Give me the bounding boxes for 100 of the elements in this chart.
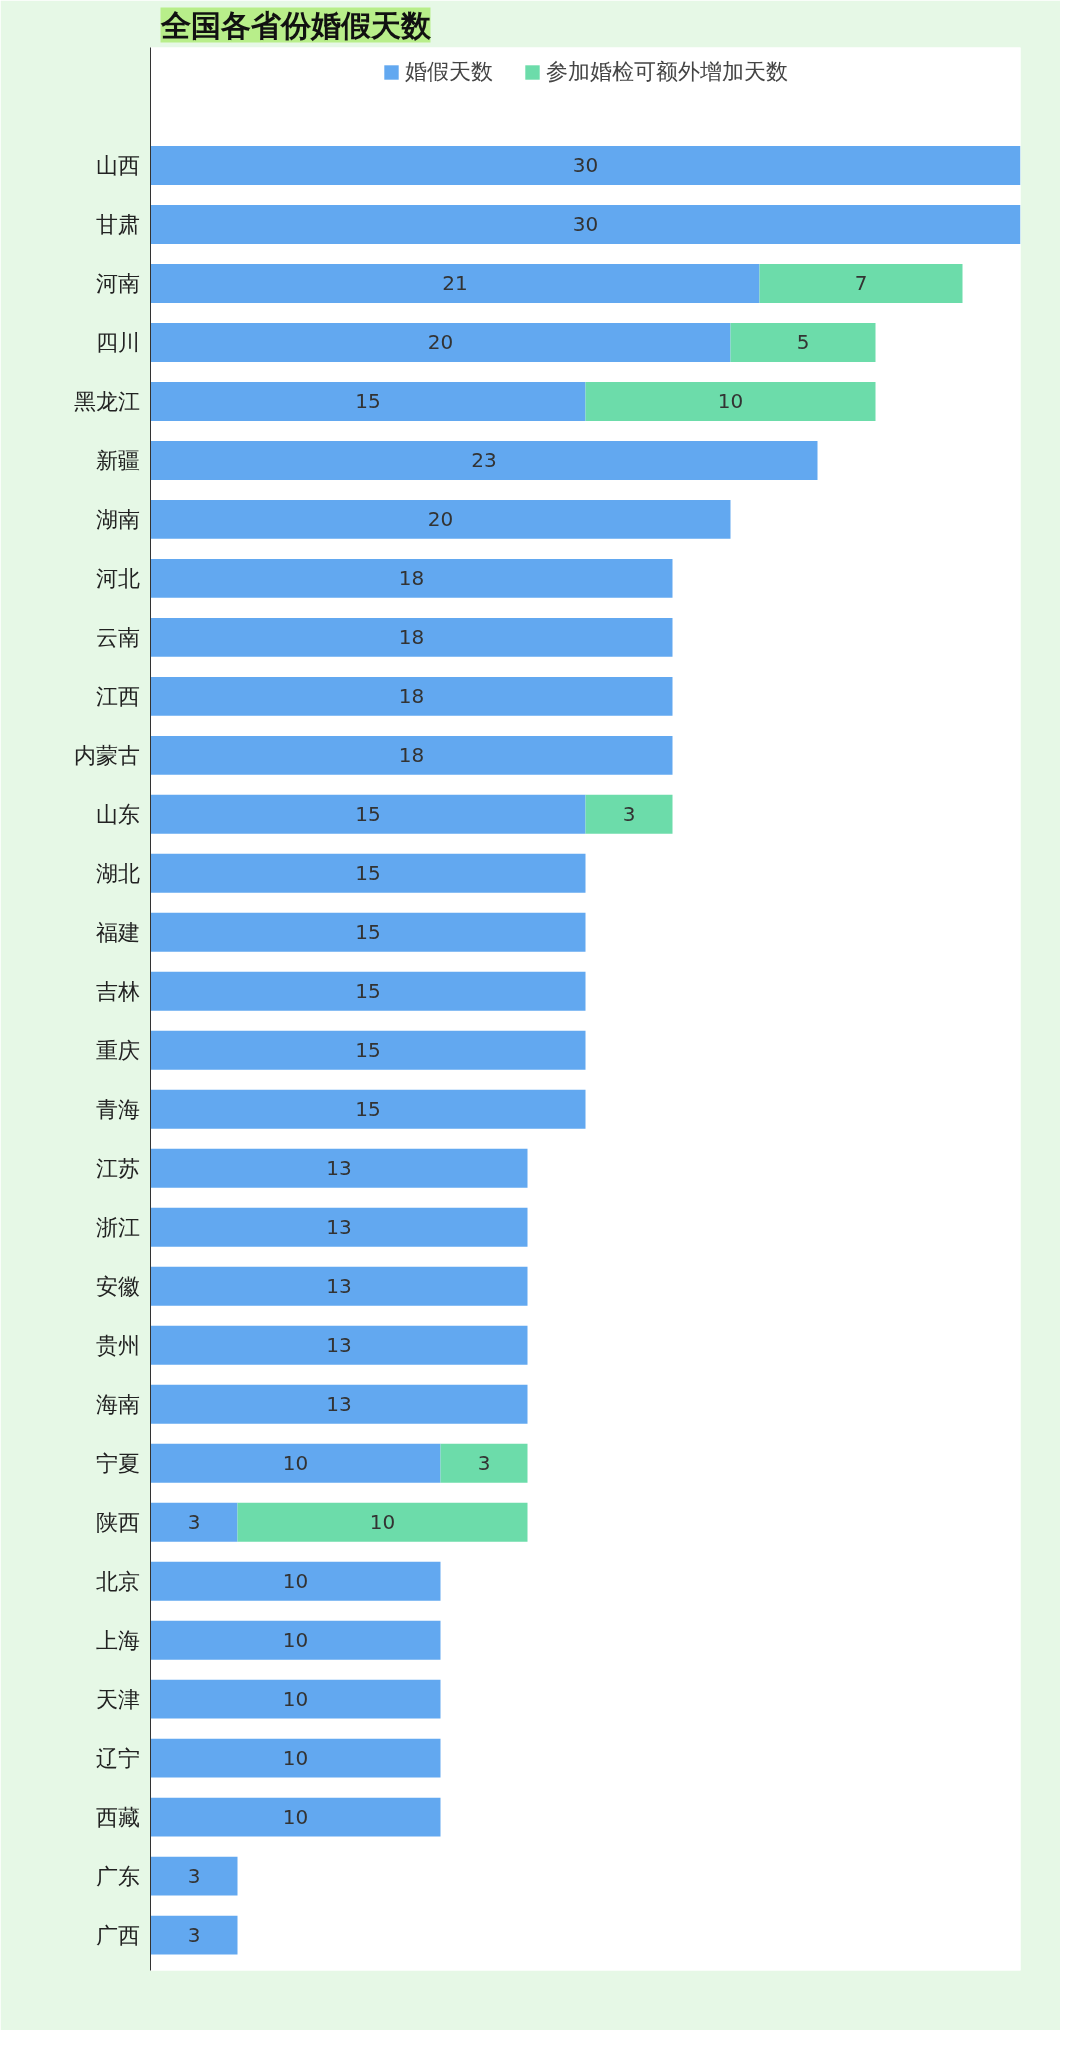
y-tick-label: 湖北 bbox=[95, 860, 140, 886]
data-label: 3 bbox=[622, 802, 636, 827]
y-tick-label: 安徽 bbox=[95, 1273, 140, 1299]
data-label: 13 bbox=[326, 1392, 352, 1417]
data-label: 15 bbox=[355, 1097, 381, 1122]
y-tick-label: 海南 bbox=[95, 1391, 140, 1417]
data-label: 18 bbox=[398, 625, 425, 650]
y-tick-label: 云南 bbox=[95, 624, 140, 650]
data-label: 18 bbox=[398, 684, 425, 709]
bar bbox=[440, 1443, 528, 1483]
bar bbox=[150, 1089, 586, 1129]
y-tick-label: 新疆 bbox=[95, 447, 140, 473]
data-label: 5 bbox=[796, 330, 810, 355]
y-tick-label: 内蒙古 bbox=[73, 742, 140, 768]
y-tick-label: 甘肃 bbox=[95, 211, 140, 237]
bar bbox=[759, 263, 963, 303]
bar bbox=[150, 1856, 238, 1896]
bar bbox=[150, 853, 586, 893]
bar bbox=[150, 1030, 586, 1070]
bar bbox=[150, 912, 586, 952]
data-label: 15 bbox=[355, 979, 381, 1004]
legend-label: 婚假天数 bbox=[405, 58, 493, 86]
y-tick-label: 陕西 bbox=[95, 1509, 140, 1535]
data-label: 10 bbox=[282, 1805, 309, 1830]
bar bbox=[150, 381, 586, 421]
y-tick-label: 辽宁 bbox=[95, 1745, 140, 1771]
bar bbox=[150, 735, 673, 775]
data-label: 13 bbox=[326, 1215, 352, 1240]
bar bbox=[150, 1915, 238, 1955]
bar bbox=[150, 1384, 528, 1424]
data-label: 18 bbox=[398, 743, 425, 768]
bar bbox=[150, 971, 586, 1011]
data-label: 15 bbox=[355, 1038, 381, 1063]
data-label: 13 bbox=[326, 1274, 352, 1299]
data-label: 30 bbox=[572, 153, 599, 178]
y-tick-label: 广东 bbox=[95, 1863, 140, 1889]
y-tick-label: 重庆 bbox=[95, 1037, 140, 1063]
legend-label: 参加婚检可额外增加天数 bbox=[546, 58, 788, 86]
y-tick-label: 河南 bbox=[95, 270, 140, 296]
data-label: 10 bbox=[717, 389, 744, 414]
data-label: 3 bbox=[477, 1451, 491, 1476]
y-tick-label: 四川 bbox=[95, 329, 140, 355]
data-label: 7 bbox=[854, 271, 868, 296]
y-tick-label: 天津 bbox=[95, 1686, 140, 1712]
data-label: 15 bbox=[355, 920, 381, 945]
data-label: 23 bbox=[471, 448, 497, 473]
bar bbox=[150, 1679, 441, 1719]
data-label: 15 bbox=[355, 389, 381, 414]
data-label: 20 bbox=[427, 330, 454, 355]
bar bbox=[150, 499, 731, 539]
bar bbox=[150, 1561, 441, 1601]
bar bbox=[150, 263, 760, 303]
y-tick-label: 宁夏 bbox=[95, 1450, 140, 1476]
bar bbox=[150, 1443, 441, 1483]
y-tick-label: 江西 bbox=[95, 683, 140, 709]
bar bbox=[150, 146, 1021, 185]
bar bbox=[150, 794, 586, 834]
bar bbox=[150, 676, 673, 716]
data-label: 15 bbox=[355, 802, 381, 827]
bar bbox=[150, 1325, 528, 1365]
bar bbox=[150, 1266, 528, 1306]
bar bbox=[237, 1502, 528, 1542]
bar bbox=[150, 617, 673, 657]
y-tick-label: 吉林 bbox=[95, 978, 140, 1004]
data-label: 10 bbox=[282, 1746, 309, 1771]
y-tick-label: 浙江 bbox=[95, 1214, 140, 1240]
bar bbox=[585, 381, 876, 421]
y-tick-label: 上海 bbox=[95, 1627, 140, 1653]
bar bbox=[150, 1502, 238, 1542]
y-tick-label: 西藏 bbox=[95, 1804, 140, 1830]
data-label: 10 bbox=[282, 1569, 309, 1594]
data-label: 21 bbox=[442, 271, 468, 296]
data-label: 20 bbox=[427, 507, 454, 532]
bar bbox=[150, 558, 673, 598]
data-label: 3 bbox=[187, 1864, 201, 1889]
data-label: 13 bbox=[326, 1333, 352, 1358]
y-tick-label: 山东 bbox=[95, 801, 140, 827]
y-tick-label: 广西 bbox=[95, 1922, 140, 1948]
bar bbox=[150, 1207, 528, 1247]
bar bbox=[150, 1620, 441, 1660]
data-label: 10 bbox=[282, 1451, 309, 1476]
data-label: 3 bbox=[187, 1510, 201, 1535]
data-label: 10 bbox=[369, 1510, 396, 1535]
y-tick-label: 北京 bbox=[95, 1568, 140, 1594]
bar bbox=[585, 794, 673, 834]
y-tick-label: 山西 bbox=[95, 152, 140, 178]
data-label: 3 bbox=[187, 1923, 201, 1948]
data-label: 13 bbox=[326, 1156, 352, 1181]
bar bbox=[150, 322, 731, 362]
y-tick-label: 江苏 bbox=[95, 1155, 140, 1181]
bar bbox=[730, 322, 876, 362]
y-tick-label: 黑龙江 bbox=[73, 388, 140, 414]
data-label: 18 bbox=[398, 566, 425, 591]
data-label: 10 bbox=[282, 1687, 309, 1712]
bar bbox=[150, 440, 818, 480]
y-tick-label: 福建 bbox=[95, 919, 140, 945]
bar bbox=[150, 1148, 528, 1188]
chart-title: 全国各省份婚假天数 bbox=[159, 7, 432, 43]
y-tick-label: 青海 bbox=[95, 1096, 140, 1122]
bar bbox=[150, 1738, 441, 1778]
